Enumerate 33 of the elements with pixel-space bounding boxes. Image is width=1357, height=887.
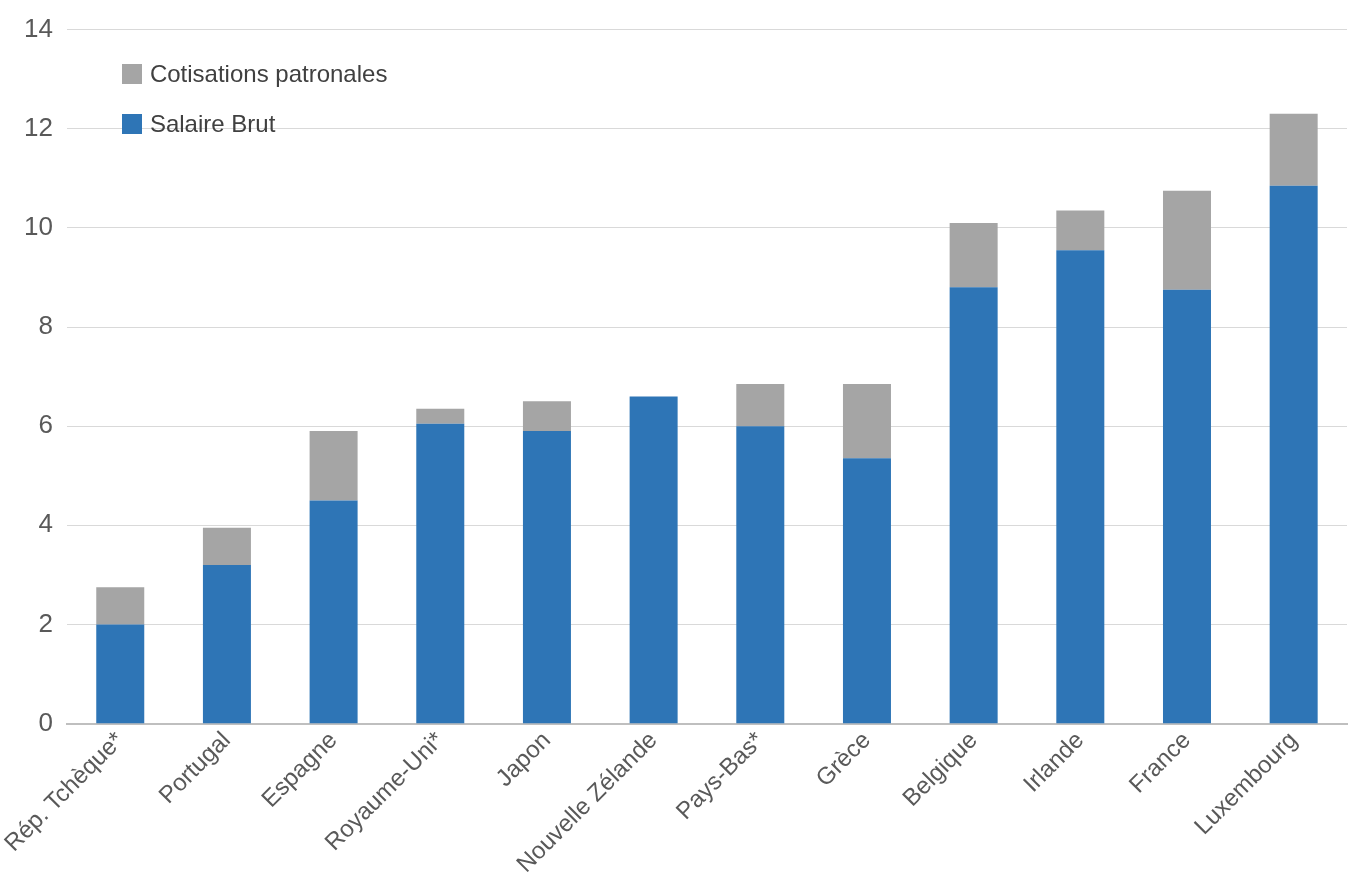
bar bbox=[416, 423, 465, 724]
bar bbox=[842, 458, 891, 724]
bar bbox=[842, 384, 891, 459]
bar bbox=[1269, 113, 1318, 186]
bar bbox=[1056, 250, 1105, 724]
y-tick-label: 14 bbox=[24, 12, 53, 43]
bar bbox=[202, 527, 251, 565]
y-tick-label: 12 bbox=[24, 111, 53, 142]
bar bbox=[416, 408, 465, 424]
y-tick-label: 2 bbox=[38, 607, 53, 638]
bar bbox=[1269, 185, 1318, 724]
y-tick-label: 4 bbox=[38, 508, 53, 539]
bar bbox=[1056, 210, 1105, 251]
bar bbox=[1162, 190, 1211, 290]
bar bbox=[736, 384, 785, 427]
bar bbox=[96, 624, 145, 724]
legend-label: Salaire Brut bbox=[149, 109, 276, 138]
bar bbox=[309, 431, 358, 501]
bar bbox=[629, 396, 678, 724]
bar bbox=[736, 426, 785, 724]
bar bbox=[309, 500, 358, 724]
bar bbox=[949, 287, 998, 724]
y-tick-label: 8 bbox=[38, 310, 53, 341]
bar bbox=[522, 401, 571, 432]
y-tick-label: 6 bbox=[38, 409, 53, 440]
bar bbox=[96, 587, 145, 625]
y-tick-label: 0 bbox=[38, 706, 53, 737]
y-tick-label: 10 bbox=[24, 211, 53, 242]
bar bbox=[949, 222, 998, 288]
legend-label: Cotisations patronales bbox=[149, 59, 388, 88]
bar bbox=[202, 564, 251, 724]
bar bbox=[1162, 289, 1211, 724]
bar bbox=[522, 431, 571, 724]
